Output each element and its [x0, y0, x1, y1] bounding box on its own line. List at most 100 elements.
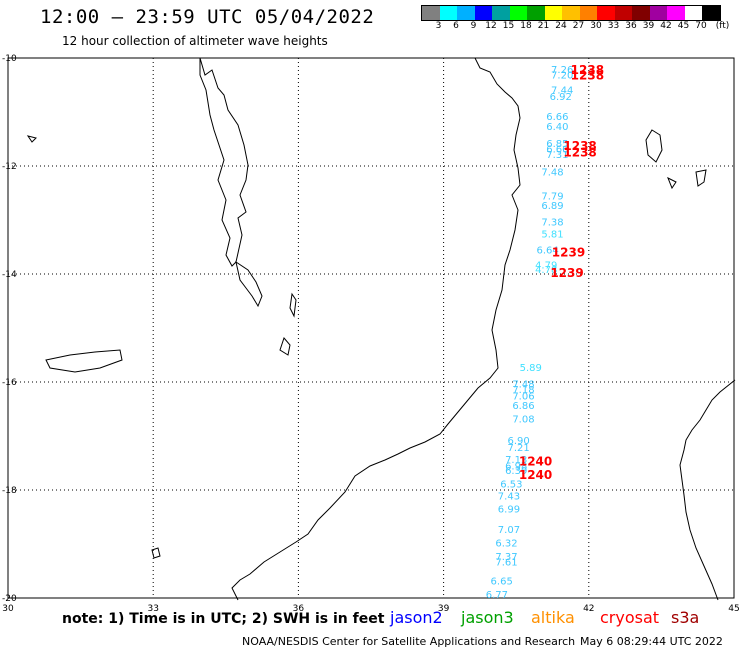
scale-tick-label: 21 [537, 21, 550, 31]
scale-tick-label: 6 [453, 21, 459, 31]
map-frame [7, 57, 735, 599]
scale-swatch [509, 6, 527, 20]
scale-swatch [527, 6, 545, 20]
scale-swatch [597, 6, 615, 20]
scale-swatch [632, 6, 650, 20]
coastline [26, 57, 736, 601]
satellite-legend-item: cryosat [600, 608, 660, 627]
y-axis-labels: -10 -12 -14 -16 -18 -20 [2, 54, 17, 604]
comoros-island-3 [667, 176, 677, 190]
scale-tick-label: 39 [642, 21, 655, 31]
lake-malawi-outline [199, 57, 249, 267]
wave-height-value: 6.89 [541, 201, 563, 212]
wave-height-value: 6.85 [546, 139, 568, 150]
credit-line: NOAA/NESDIS Center for Satellite Applica… [242, 635, 576, 648]
wave-height-value: 7.07 [498, 525, 520, 536]
lake-bangweulu [151, 547, 161, 559]
wave-height-value: 7.06 [512, 391, 534, 402]
satellite-legend-item: altika [531, 608, 575, 627]
wave-height-value: 7.37 [495, 552, 517, 563]
wave-height-value: 6.92 [550, 92, 572, 103]
wave-height-value: 6.86 [512, 401, 534, 412]
comoros-island [645, 129, 663, 163]
scale-swatch [439, 6, 457, 20]
scale-tick-label: 45 [677, 21, 690, 31]
lake-mweru [26, 135, 37, 143]
x-tick-label: 36 [293, 604, 305, 614]
wave-height-value: 6.65 [491, 577, 513, 588]
y-tick-label: -10 [2, 54, 17, 64]
wave-height-value: 6.90 [507, 436, 529, 447]
y-tick-label: -12 [2, 162, 17, 172]
wave-height-value: 6.77 [486, 590, 508, 601]
scale-tick-label: 9 [470, 21, 477, 31]
wave-height-value: 6.99 [498, 505, 520, 516]
x-tick-label: 39 [438, 604, 450, 614]
y-tick-label: -20 [2, 594, 17, 604]
wave-height-value: 6.32 [495, 539, 517, 550]
wave-height-value: 6.98 [505, 461, 527, 472]
scale-tick-label: 70 [695, 21, 707, 31]
wave-height-value: 5.81 [541, 229, 563, 240]
y-tick-label: -14 [2, 270, 17, 280]
color-scale-legend [421, 5, 721, 21]
lake-chilwa [279, 337, 291, 356]
wave-height-value: 7.26 [551, 65, 573, 76]
scale-swatch [457, 6, 475, 20]
x-axis-labels: 30 33 36 39 42 45 [2, 604, 739, 614]
y-tick-label: -16 [2, 378, 17, 388]
wave-height-value: 7.08 [512, 415, 534, 426]
wave-height-value: 7.48 [512, 379, 534, 390]
wave-height-value: 6.53 [500, 479, 522, 490]
lake-small [289, 292, 297, 318]
wave-height-value: 7.43 [498, 492, 520, 503]
pass-time-label: 1239 [552, 246, 585, 260]
wave-height-value: 7.21 [507, 443, 529, 454]
scale-tick-label: 15 [502, 21, 515, 31]
scale-swatch [544, 6, 562, 20]
scale-swatch [667, 6, 685, 20]
mainland-coast [231, 57, 521, 601]
wave-height-value: 7.18 [512, 385, 534, 396]
wave-height-value: 7.79 [541, 191, 563, 202]
lake-rukwa [45, 349, 123, 373]
wave-height-value: 7.61 [495, 558, 517, 569]
scale-tick-label: 33 [607, 21, 620, 31]
footer-note: note: 1) Time is in UTC; 2) SWH is in fe… [62, 611, 385, 627]
wave-height-value: 6.39 [505, 466, 527, 477]
wave-height-value: 6.40 [546, 122, 568, 133]
wave-height-value: 6.66 [546, 112, 568, 123]
x-tick-label: 42 [583, 604, 594, 614]
wave-height-value: 7.44 [551, 86, 573, 97]
scale-swatch [579, 6, 597, 20]
scale-tick-label: 27 [572, 21, 585, 31]
madagascar-coast [679, 379, 736, 601]
scale-tick-label: 42 [660, 21, 672, 31]
wave-height-values: 7.267.207.446.926.666.406.856.667.317.48… [486, 65, 574, 601]
scale-swatch [614, 6, 632, 20]
wave-height-value: 6.64 [537, 245, 559, 256]
wave-height-value: 7.20 [551, 71, 573, 82]
pass-time-label: 1238 [563, 139, 596, 153]
pass-time-label: 1240 [519, 468, 552, 482]
scale-swatch [702, 6, 720, 20]
scale-tick-label: 3 [435, 21, 442, 31]
wave-height-value: 7.48 [541, 168, 563, 179]
wave-height-value: 6.66 [546, 145, 568, 156]
y-tick-label: -18 [2, 486, 17, 496]
pass-time-label: 1239 [550, 266, 583, 280]
pass-time-label: 1240 [519, 455, 552, 469]
scale-swatch [684, 6, 702, 20]
page-subtitle: 12 hour collection of altimeter wave hei… [62, 34, 328, 48]
scale-swatch [649, 6, 667, 20]
scale-tick-label: 12 [485, 21, 497, 31]
wave-height-value: 7.31 [546, 150, 568, 161]
wave-height-value: 4.79 [535, 261, 557, 272]
scale-tick-label: 24 [555, 21, 567, 31]
scale-swatch [422, 6, 440, 20]
scale-swatch [474, 6, 492, 20]
satellite-legend-item: jason2 [390, 608, 443, 627]
page-title: 12:00 – 23:59 UTC 05/04/2022 [40, 6, 375, 28]
pass-time-label: 1238 [571, 63, 604, 77]
